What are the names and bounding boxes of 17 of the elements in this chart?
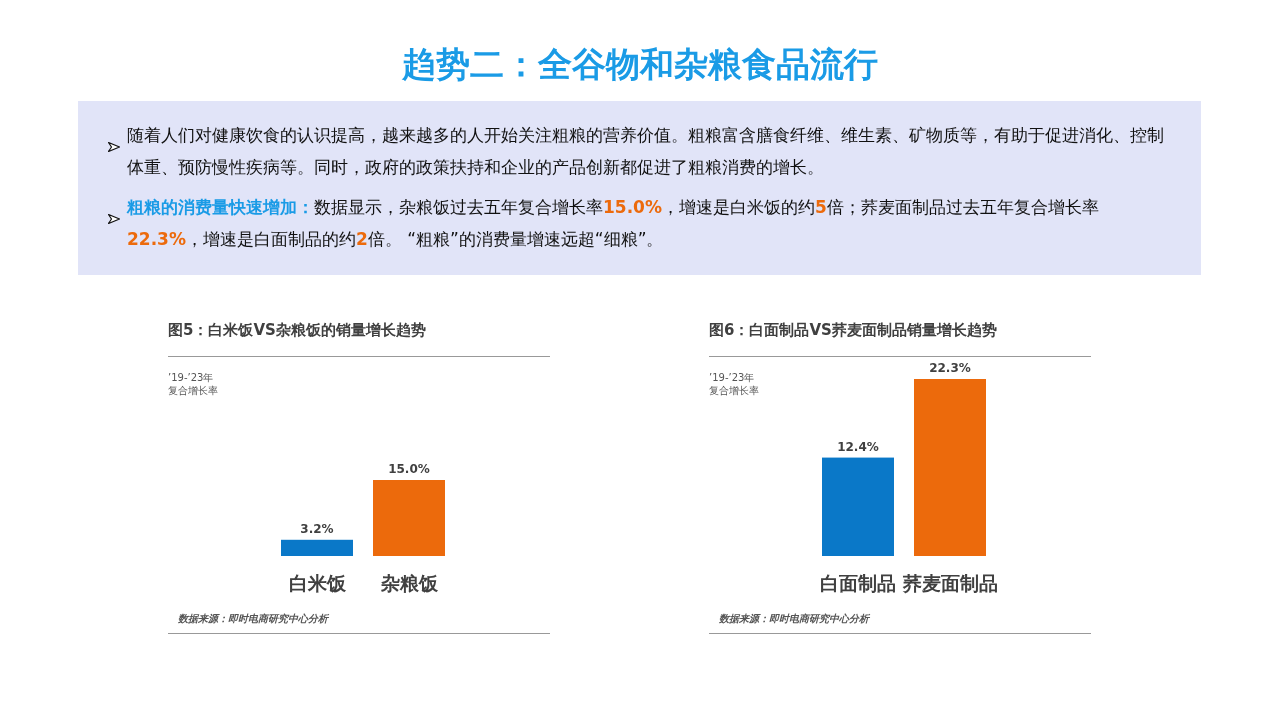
- source-note: 数据来源：即时电商研究中心分析: [719, 612, 869, 626]
- y-axis-title: ’19-’23年复合增长率: [709, 371, 760, 397]
- text: 粗粮的消费量快速增加：数据显示，杂粮饭过去五年复合增长率15.0%，增速是白米饭的约5倍；荞麦面制品过去五年复合增长率22.3%，增速是白面制品的约2倍。 “粗粮”的消费量增速远超“细粮”。: [127, 197, 1099, 249]
- data-label: 3.2%: [300, 521, 334, 536]
- x-tick-label: 白米饭: [288, 572, 346, 594]
- chart-title: 图6：白面制品VS荞麦面制品销量增长趋势: [709, 321, 997, 340]
- chart-title: 图5：白米饭VS杂粮饭的销量增长趋势: [168, 321, 426, 340]
- data-label: 12.4%: [837, 439, 879, 454]
- text: 随着人们对健康饮食的认识提高，越来越多的人开始关注粗粮的营养价值。粗粮富含膳食纤维、维生素、矿物质等，有助于促进消化、控制体重、预防慢性疾病等。同时，政府的政策扶持和企业的产品创新都促进了粗粮消费的增长。: [127, 125, 1164, 177]
- data-label: 15.0%: [388, 462, 430, 476]
- y-axis-title: ’19-’23年复合增长率: [168, 371, 219, 397]
- source-note: 数据来源：即时电商研究中心分析: [178, 612, 328, 626]
- x-tick-label: 荞麦面制品: [902, 572, 998, 594]
- x-tick-label: 白面制品: [820, 572, 896, 594]
- text: 趋势二：全谷物和杂粮食品流行: [401, 43, 879, 86]
- x-tick-label: 杂粮饭: [380, 572, 438, 594]
- data-label: 22.3%: [929, 361, 971, 375]
